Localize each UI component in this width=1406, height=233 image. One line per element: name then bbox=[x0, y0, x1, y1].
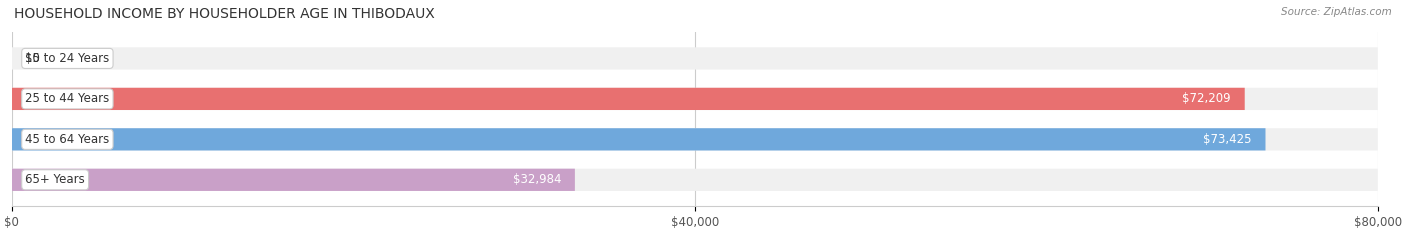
FancyBboxPatch shape bbox=[11, 128, 1378, 151]
FancyBboxPatch shape bbox=[11, 47, 1378, 70]
Text: 15 to 24 Years: 15 to 24 Years bbox=[25, 52, 110, 65]
FancyBboxPatch shape bbox=[11, 169, 1378, 191]
FancyBboxPatch shape bbox=[11, 169, 575, 191]
Text: $72,209: $72,209 bbox=[1182, 93, 1232, 105]
Text: Source: ZipAtlas.com: Source: ZipAtlas.com bbox=[1281, 7, 1392, 17]
Text: 45 to 64 Years: 45 to 64 Years bbox=[25, 133, 110, 146]
FancyBboxPatch shape bbox=[11, 128, 1265, 151]
Text: $32,984: $32,984 bbox=[513, 173, 561, 186]
Text: 25 to 44 Years: 25 to 44 Years bbox=[25, 93, 110, 105]
Text: HOUSEHOLD INCOME BY HOUSEHOLDER AGE IN THIBODAUX: HOUSEHOLD INCOME BY HOUSEHOLDER AGE IN T… bbox=[14, 7, 434, 21]
Text: 65+ Years: 65+ Years bbox=[25, 173, 84, 186]
FancyBboxPatch shape bbox=[11, 88, 1378, 110]
Text: $0: $0 bbox=[25, 52, 41, 65]
FancyBboxPatch shape bbox=[11, 88, 1244, 110]
Text: $73,425: $73,425 bbox=[1204, 133, 1251, 146]
